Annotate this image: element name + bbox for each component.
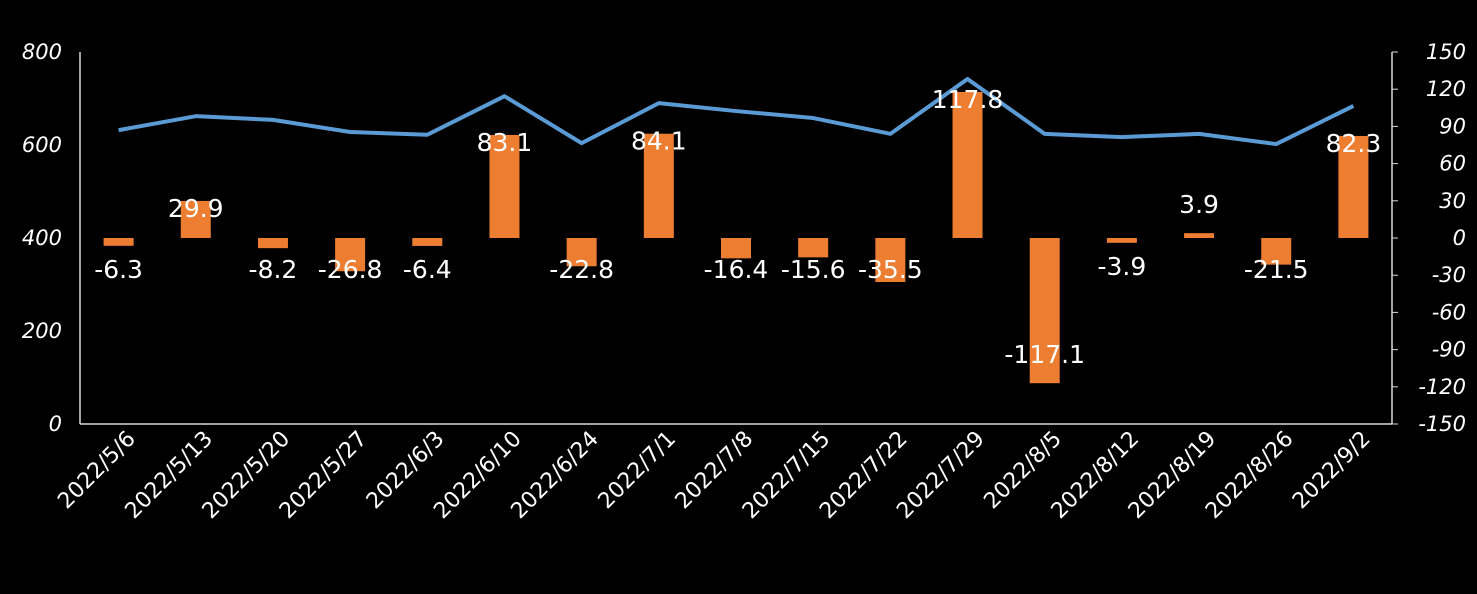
- x-axis-category-label: 2022/9/2: [1288, 427, 1376, 515]
- data-label: -6.4: [403, 255, 452, 284]
- data-label: 84.1: [631, 127, 687, 156]
- bar: [952, 91, 983, 238]
- right-axis-tick-label: -60: [1432, 300, 1466, 324]
- right-axis-tick-label: 120: [1426, 77, 1466, 101]
- line-series: [118, 76, 1355, 147]
- right-axis-tick-label: -120: [1418, 375, 1466, 399]
- data-label: -3.9: [1097, 252, 1146, 281]
- bar: [1106, 238, 1137, 243]
- bar: [1261, 238, 1292, 265]
- right-axis-tick-label: 150: [1426, 40, 1466, 64]
- data-label: -21.5: [1244, 255, 1309, 284]
- bar: [412, 238, 443, 246]
- bar: [1338, 135, 1369, 238]
- bar: [566, 238, 597, 267]
- left-axis-tick-label: 600: [22, 133, 62, 157]
- data-label: 83.1: [477, 128, 533, 157]
- data-label: -117.1: [1004, 340, 1085, 369]
- data-label: -15.6: [781, 255, 846, 284]
- data-label: -35.5: [858, 255, 923, 284]
- bar: [335, 238, 366, 272]
- data-label: -26.8: [318, 255, 383, 284]
- right-axis-tick-label: -150: [1418, 412, 1466, 436]
- data-label: 82.3: [1326, 129, 1382, 158]
- data-label: 29.9: [168, 194, 224, 223]
- data-label: -22.8: [549, 255, 614, 284]
- bar: [798, 238, 829, 258]
- right-axis-tick-label: -90: [1432, 338, 1466, 362]
- bar: [875, 238, 906, 283]
- right-axis-tick-label: -30: [1432, 263, 1466, 287]
- bar: [489, 134, 520, 238]
- bar: [103, 238, 134, 246]
- data-label: 3.9: [1179, 190, 1219, 219]
- left-axis-tick-label: 400: [22, 226, 62, 250]
- data-label: -16.4: [704, 255, 769, 284]
- left-axis-tick-label: 800: [22, 40, 62, 64]
- right-axis-tick-label: 60: [1439, 152, 1466, 176]
- data-label: 117.8: [932, 85, 1004, 114]
- data-label: -8.2: [249, 255, 298, 284]
- data-label: -6.3: [94, 255, 143, 284]
- bar: [1029, 238, 1060, 384]
- bar: [180, 200, 211, 238]
- right-axis-tick-label: 0: [1453, 226, 1466, 250]
- right-axis-tick-label: 30: [1439, 189, 1466, 213]
- right-axis-tick-label: 90: [1439, 114, 1466, 138]
- left-axis-tick-label: 0: [49, 412, 62, 436]
- bar: [1184, 233, 1215, 238]
- bar: [643, 133, 674, 238]
- left-axis-tick-label: 200: [22, 319, 62, 343]
- bar: [721, 238, 751, 259]
- bar: [257, 238, 288, 249]
- x-axis-category-label: 2022/7/1: [594, 427, 682, 515]
